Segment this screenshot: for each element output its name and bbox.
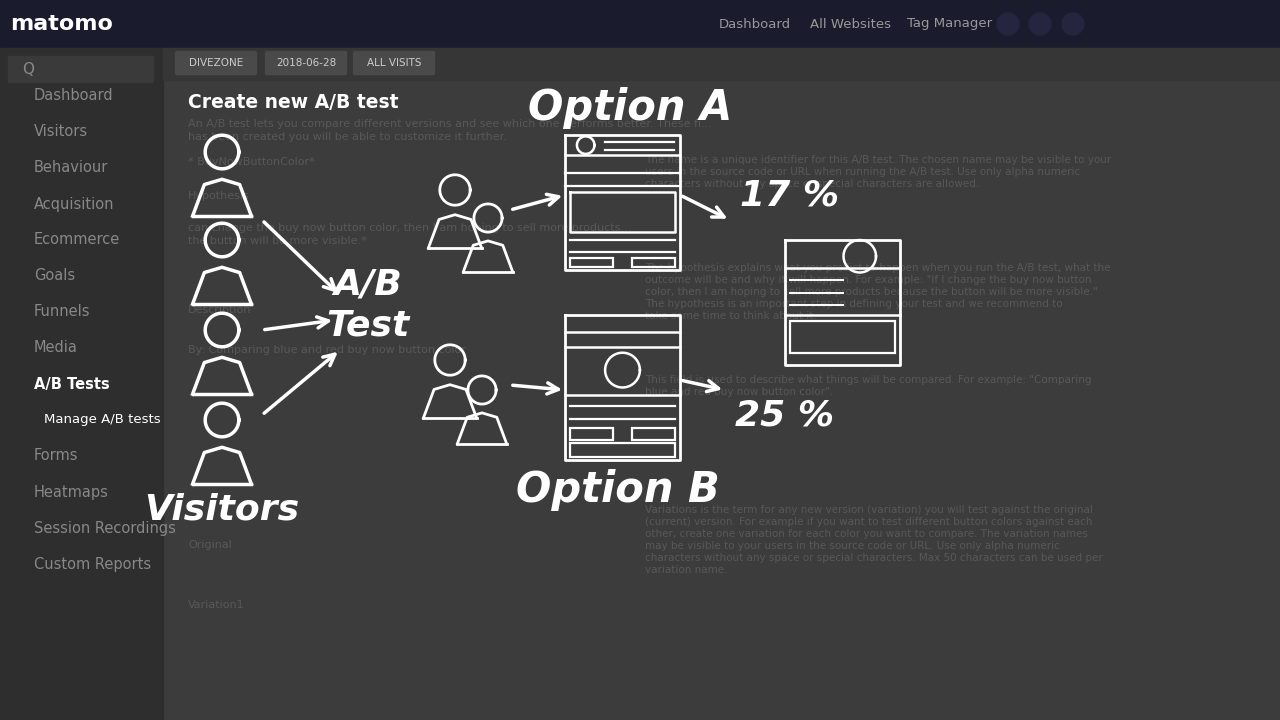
Text: Manage A/B tests: Manage A/B tests: [44, 413, 160, 426]
Text: variation name.: variation name.: [645, 565, 727, 575]
Text: A/B Tests: A/B Tests: [35, 377, 110, 392]
Circle shape: [1062, 13, 1084, 35]
Text: matomo: matomo: [10, 14, 114, 34]
Bar: [632, 258, 676, 267]
Text: Test: Test: [326, 308, 410, 342]
Text: Goals: Goals: [35, 269, 76, 284]
Text: Q: Q: [22, 61, 35, 76]
Text: All Websites: All Websites: [809, 17, 891, 30]
Text: This field is used to describe what things will be compared. For example: "Compa: This field is used to describe what thin…: [645, 375, 1092, 385]
Text: Acquisition: Acquisition: [35, 197, 114, 212]
Text: has been created you will be able to customize it further.: has been created you will be able to cus…: [188, 132, 507, 142]
Bar: [163, 48, 1280, 80]
Text: Custom Reports: Custom Reports: [35, 557, 151, 572]
Text: Option A: Option A: [527, 87, 732, 129]
Text: The name is a unique identifier for this A/B test. The chosen name may be visibl: The name is a unique identifier for this…: [645, 155, 1111, 165]
Bar: [632, 428, 676, 440]
Text: Forms: Forms: [35, 449, 78, 464]
Text: characters without any space or special characters are allowed.: characters without any space or special …: [645, 179, 979, 189]
Text: color, then I am hoping to sell more products because the button will be more vi: color, then I am hoping to sell more pro…: [645, 287, 1098, 297]
Text: Variations is the term for any new version (variation) you will test against the: Variations is the term for any new versi…: [645, 505, 1093, 515]
Text: Description: Description: [188, 305, 251, 315]
Text: Funnels: Funnels: [35, 305, 91, 320]
Text: the button will be more visible.*: the button will be more visible.*: [188, 236, 367, 246]
Text: Variation1: Variation1: [188, 600, 244, 610]
Text: * BuyNowButtonColor*: * BuyNowButtonColor*: [188, 157, 315, 167]
Text: Tag Manager: Tag Manager: [908, 17, 992, 30]
Text: characters without any space or special characters. Max 50 characters can be use: characters without any space or special …: [645, 553, 1103, 563]
Text: blue and red buy now button color".: blue and red buy now button color".: [645, 387, 833, 397]
Text: The hypothesis explains what you predict to happen when you run the A/B test, wh: The hypothesis explains what you predict…: [645, 263, 1111, 273]
Text: Ecommerce: Ecommerce: [35, 233, 120, 248]
FancyBboxPatch shape: [353, 52, 434, 74]
FancyBboxPatch shape: [265, 52, 347, 74]
Circle shape: [997, 13, 1019, 35]
Text: Create new A/B test: Create new A/B test: [188, 94, 398, 112]
Text: A/B: A/B: [334, 268, 402, 302]
Circle shape: [1029, 13, 1051, 35]
Text: can change the buy now button color, then I am hoping to sell more products...: can change the buy now button color, the…: [188, 223, 631, 233]
Bar: [0, 48, 163, 720]
Text: 2018-06-28: 2018-06-28: [276, 58, 337, 68]
Text: Behaviour: Behaviour: [35, 161, 109, 176]
Text: users in the source code or URL when running the A/B test. Use only alpha numeri: users in the source code or URL when run…: [645, 167, 1080, 177]
Text: Dashboard: Dashboard: [35, 89, 114, 104]
Text: outcome will be and why it will happen. For example: "If I change the buy now bu: outcome will be and why it will happen. …: [645, 275, 1092, 285]
Text: (current) version. For example if you want to test different button colors again: (current) version. For example if you wa…: [645, 517, 1093, 527]
Bar: [0, 0, 1280, 48]
Text: An A/B test lets you compare different versions and see which one performs bette: An A/B test lets you compare different v…: [188, 119, 712, 129]
Bar: [570, 443, 676, 457]
Text: Dashboard: Dashboard: [719, 17, 791, 30]
Text: take some time to think about it.: take some time to think about it.: [645, 311, 817, 321]
Text: 17 %: 17 %: [740, 178, 840, 212]
FancyBboxPatch shape: [175, 52, 256, 74]
Text: Media: Media: [35, 341, 78, 356]
Text: DIVEZONE: DIVEZONE: [189, 58, 243, 68]
Text: Visitors: Visitors: [35, 125, 88, 140]
Bar: [570, 428, 613, 440]
Bar: [163, 80, 1280, 720]
Text: Session Recordings: Session Recordings: [35, 521, 175, 536]
Text: By: Comparing blue and red buy now button color: By: Comparing blue and red buy now butto…: [188, 345, 466, 355]
Bar: [8, 56, 154, 82]
Text: Visitors: Visitors: [145, 493, 300, 527]
Text: The hypothesis is an important step in defining your test and we recommend to: The hypothesis is an important step in d…: [645, 299, 1062, 309]
Text: Original: Original: [188, 540, 232, 550]
Text: 25 %: 25 %: [736, 398, 835, 432]
Bar: [570, 258, 613, 267]
Text: Heatmaps: Heatmaps: [35, 485, 109, 500]
Text: Option B: Option B: [516, 469, 719, 511]
Bar: [790, 321, 896, 353]
Text: other, create one variation for each color you want to compare. The variation na: other, create one variation for each col…: [645, 529, 1088, 539]
Text: Hypothesis: Hypothesis: [188, 191, 250, 201]
Text: may be visible to your users in the source code or URL. Use only alpha numeric: may be visible to your users in the sour…: [645, 541, 1060, 551]
Text: ALL VISITS: ALL VISITS: [367, 58, 421, 68]
